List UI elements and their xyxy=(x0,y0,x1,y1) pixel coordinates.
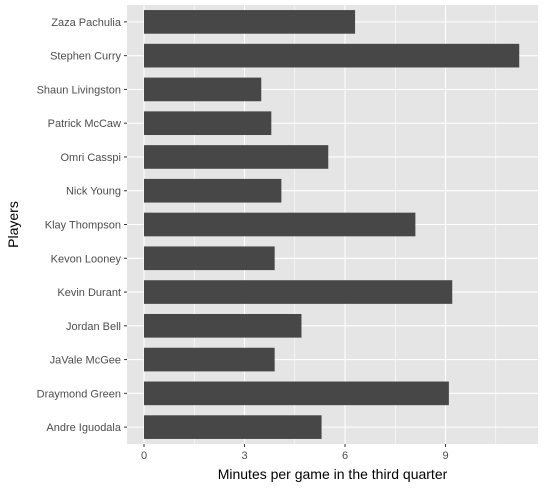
x-tick-label: 3 xyxy=(241,450,247,462)
y-tick-label: Shaun Livingston xyxy=(37,84,121,96)
bar-patrick-mccaw xyxy=(144,111,272,136)
y-tick-label: Nick Young xyxy=(66,186,121,198)
y-tick-label: Patrick McCaw xyxy=(48,118,121,130)
bar-jordan-bell xyxy=(144,313,302,338)
y-tick-label: Jordan Bell xyxy=(66,321,121,333)
y-tick-label: Klay Thompson xyxy=(45,220,121,232)
y-tick-label: Stephen Curry xyxy=(50,51,121,63)
bar-klay-thompson xyxy=(144,212,416,237)
y-axis: Andre Iguodala Draymond Green JaVale McGee… xyxy=(37,17,127,434)
y-tick-label: Draymond Green xyxy=(37,388,121,400)
y-tick-label: JaVale McGee xyxy=(50,355,121,367)
bar-omri-casspi xyxy=(144,145,329,169)
bar-nick-young xyxy=(144,178,282,203)
x-tick-label: 6 xyxy=(342,450,348,462)
bar-zaza-pachulia xyxy=(144,10,356,34)
y-tick-label: Kevon Looney xyxy=(51,253,122,265)
y-tick-label: Zaza Pachulia xyxy=(51,17,122,29)
bar-shaun-livingston xyxy=(144,77,262,102)
y-axis-title: Players xyxy=(5,201,21,248)
x-axis-title: Minutes per game in the third quarter xyxy=(218,466,448,482)
bar-kevon-looney xyxy=(144,246,275,271)
bar-stephen-curry xyxy=(144,43,520,68)
x-tick-label: 9 xyxy=(442,450,448,462)
y-tick-label: Andre Iguodala xyxy=(46,422,121,434)
y-tick-label: Omri Casspi xyxy=(60,152,121,164)
bars xyxy=(144,10,520,439)
y-tick-label: Kevin Durant xyxy=(57,287,121,299)
bar-draymond-green xyxy=(144,381,449,406)
bar-kevin-durant xyxy=(144,280,453,304)
x-axis: 0 3 6 9 xyxy=(141,444,449,462)
bar-andre-iguodala xyxy=(144,415,322,439)
bar-javale-mcgee xyxy=(144,347,275,372)
x-tick-label: 0 xyxy=(141,450,147,462)
